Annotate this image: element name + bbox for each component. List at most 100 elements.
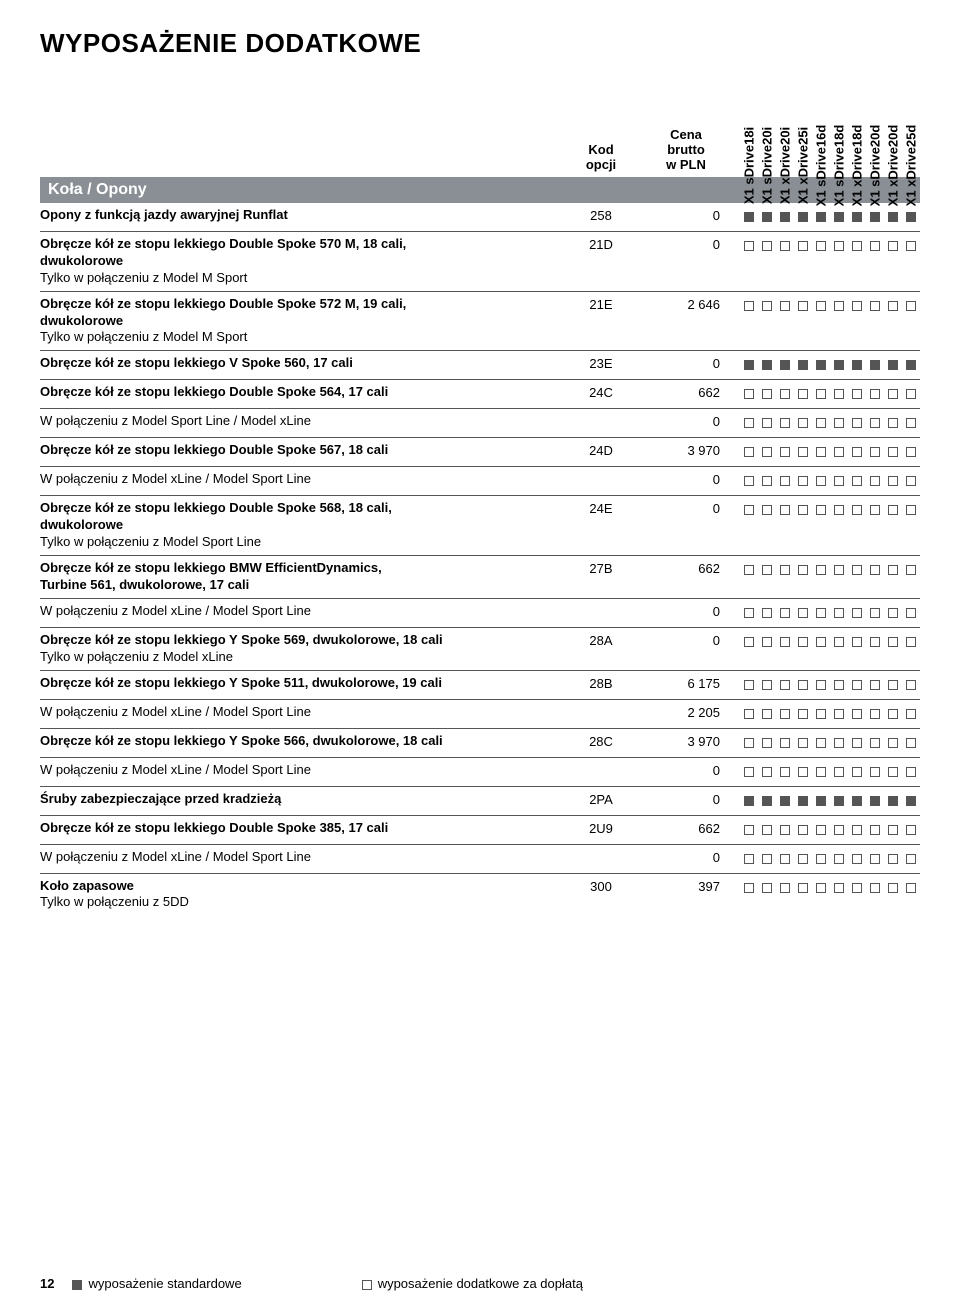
empty-square-icon (852, 608, 862, 618)
empty-square-icon (798, 418, 808, 428)
variant-cell (830, 298, 848, 316)
empty-square-icon (744, 738, 754, 748)
filled-square-icon (834, 360, 844, 370)
variant-cell (866, 562, 884, 580)
filled-square-icon (762, 212, 772, 222)
variant-cell (794, 562, 812, 580)
empty-square-icon (906, 709, 916, 719)
variant-cell (848, 634, 866, 652)
variant-cell (902, 562, 920, 580)
variant-headers: X1 sDrive18iX1 sDrive20iX1 xDrive20iX1 x… (740, 65, 920, 173)
variant-cell (740, 880, 758, 898)
row-kod (566, 413, 636, 414)
variant-cell (776, 386, 794, 404)
table-row: Śruby zabezpieczające przed kradzieżą2PA… (40, 787, 920, 816)
variant-cell (902, 473, 920, 491)
variant-cell (758, 851, 776, 869)
row-kod: 24D (566, 442, 636, 458)
empty-square-icon (906, 505, 916, 515)
variant-cell (740, 605, 758, 623)
row-variants (740, 791, 920, 811)
row-kod: 21E (566, 296, 636, 312)
variant-cell (848, 735, 866, 753)
row-description: Obręcze kół ze stopu lekkiego Double Spo… (40, 820, 566, 837)
variant-cell (740, 706, 758, 724)
legend-std-label: wyposażenie standardowe (88, 1276, 241, 1291)
empty-square-icon (906, 241, 916, 251)
variant-cell (740, 764, 758, 782)
row-variants (740, 733, 920, 753)
page-footer: 12 wyposażenie standardowe wyposażenie d… (40, 1276, 920, 1291)
variant-cell (884, 473, 902, 491)
empty-square-icon (852, 637, 862, 647)
variant-cell (866, 415, 884, 433)
variant-cell (812, 822, 830, 840)
empty-square-icon (744, 825, 754, 835)
filled-square-icon (780, 212, 790, 222)
variant-cell (776, 880, 794, 898)
variant-cell (884, 605, 902, 623)
row-kod: 28B (566, 675, 636, 691)
empty-square-icon (870, 738, 880, 748)
empty-square-icon (816, 565, 826, 575)
variant-cell (830, 822, 848, 840)
empty-square-icon (906, 447, 916, 457)
variant-cell (812, 473, 830, 491)
variant-cell (812, 605, 830, 623)
variant-cell (776, 677, 794, 695)
table-row: W połączeniu z Model xLine / Model Sport… (40, 700, 920, 729)
variant-cell (884, 851, 902, 869)
empty-square-icon (798, 447, 808, 457)
row-kod (566, 603, 636, 604)
variant-cell (740, 473, 758, 491)
empty-square-icon (870, 767, 880, 777)
variant-cell (812, 415, 830, 433)
row-description: Obręcze kół ze stopu lekkiego Double Spo… (40, 236, 566, 287)
empty-square-icon (744, 301, 754, 311)
variant-cell (830, 605, 848, 623)
empty-square-icon (852, 883, 862, 893)
row-cena: 3 970 (646, 442, 726, 458)
variant-cell (884, 634, 902, 652)
variant-cell (848, 415, 866, 433)
row-description: Obręcze kół ze stopu lekkiego Y Spoke 56… (40, 632, 566, 666)
empty-square-icon (762, 418, 772, 428)
filled-square-icon (852, 360, 862, 370)
variant-cell (758, 605, 776, 623)
empty-square-icon (744, 418, 754, 428)
variant-cell (740, 677, 758, 695)
empty-square-icon (888, 565, 898, 575)
variant-cell (740, 238, 758, 256)
empty-square-icon (744, 637, 754, 647)
empty-square-icon (816, 854, 826, 864)
empty-square-icon (870, 883, 880, 893)
empty-square-icon (888, 825, 898, 835)
variant-header: X1 xDrive18d (848, 65, 866, 173)
row-kod (566, 471, 636, 472)
empty-square-icon (816, 241, 826, 251)
table-body: Opony z funkcją jazdy awaryjnej Runflat2… (40, 203, 920, 915)
empty-square-icon (744, 767, 754, 777)
empty-square-icon (906, 608, 916, 618)
row-variants (740, 236, 920, 256)
empty-square-icon (870, 565, 880, 575)
empty-square-icon (780, 854, 790, 864)
variant-cell (740, 822, 758, 840)
variant-cell (794, 502, 812, 520)
variant-cell (902, 764, 920, 782)
variant-cell (758, 209, 776, 227)
empty-square-icon (744, 709, 754, 719)
variant-cell (740, 357, 758, 375)
empty-square-icon (906, 389, 916, 399)
empty-square-icon (780, 883, 790, 893)
row-description: Koło zapasoweTylko w połączeniu z 5DD (40, 878, 566, 912)
variant-cell (884, 735, 902, 753)
row-description: W połączeniu z Model xLine / Model Sport… (40, 762, 566, 779)
row-variants (740, 442, 920, 462)
row-kod: 24C (566, 384, 636, 400)
variant-cell (866, 880, 884, 898)
variant-cell (740, 444, 758, 462)
filled-square-icon (762, 796, 772, 806)
variant-cell (902, 605, 920, 623)
empty-square-icon (834, 418, 844, 428)
